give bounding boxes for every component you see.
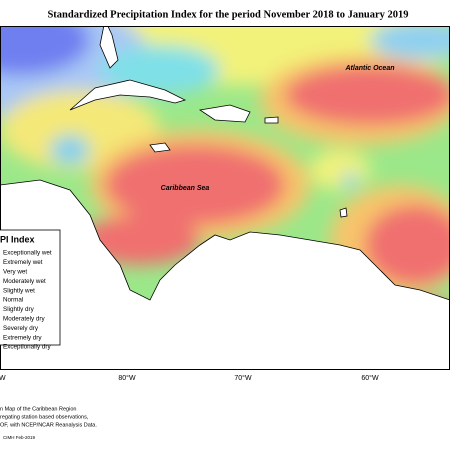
legend-item: Severely dry [3, 325, 39, 332]
legend-title: SPI Index [0, 234, 35, 244]
note: n Map of the Caribbean Region [0, 406, 76, 412]
title: Standardized Precipitation Index for the… [47, 9, 408, 20]
legend-item: Extremely dry [3, 334, 42, 341]
legend-item: Slightly wet [3, 287, 35, 294]
ocean-label: Atlantic Ocean [344, 65, 394, 72]
legend: SPI Index Exceptionally wet Extremely wet… [0, 229, 61, 351]
landmasses [0, 26, 450, 370]
legend-item: Moderately dry [3, 315, 45, 322]
legend-item: Very wet [3, 268, 27, 275]
note: regating station based observations, [0, 414, 89, 420]
spi-field: Atlantic Ocean Caribbean Sea [0, 26, 450, 370]
longitude-label: 70°W [234, 374, 252, 382]
field-blobs [0, 26, 450, 340]
legend-item: Slightly dry [3, 306, 35, 313]
mainland [0, 179, 450, 370]
florida [99, 26, 119, 69]
legend-item: Normal [3, 297, 23, 304]
hispaniola [198, 104, 251, 123]
longitude-label: 60°W [361, 374, 379, 382]
longitude-label: 80°W [118, 374, 136, 382]
sea-label: Caribbean Sea [161, 185, 210, 192]
note: OF, with NCEP/NCAR Reanalysis Data. [0, 422, 97, 428]
legend-item: Extremely wet [3, 259, 43, 266]
puerto-rico [264, 116, 279, 124]
legend-box [0, 229, 61, 346]
jamaica [149, 142, 171, 153]
note: CIMH Feb-2019 [3, 435, 36, 440]
cuba [69, 79, 187, 111]
longitude-label: 90°W [0, 374, 6, 382]
legend-item: Exceptionally dry [3, 344, 51, 351]
legend-item: Moderately wet [3, 278, 46, 285]
legend-item: Exceptionally wet [3, 250, 52, 257]
trinidad [339, 207, 348, 218]
